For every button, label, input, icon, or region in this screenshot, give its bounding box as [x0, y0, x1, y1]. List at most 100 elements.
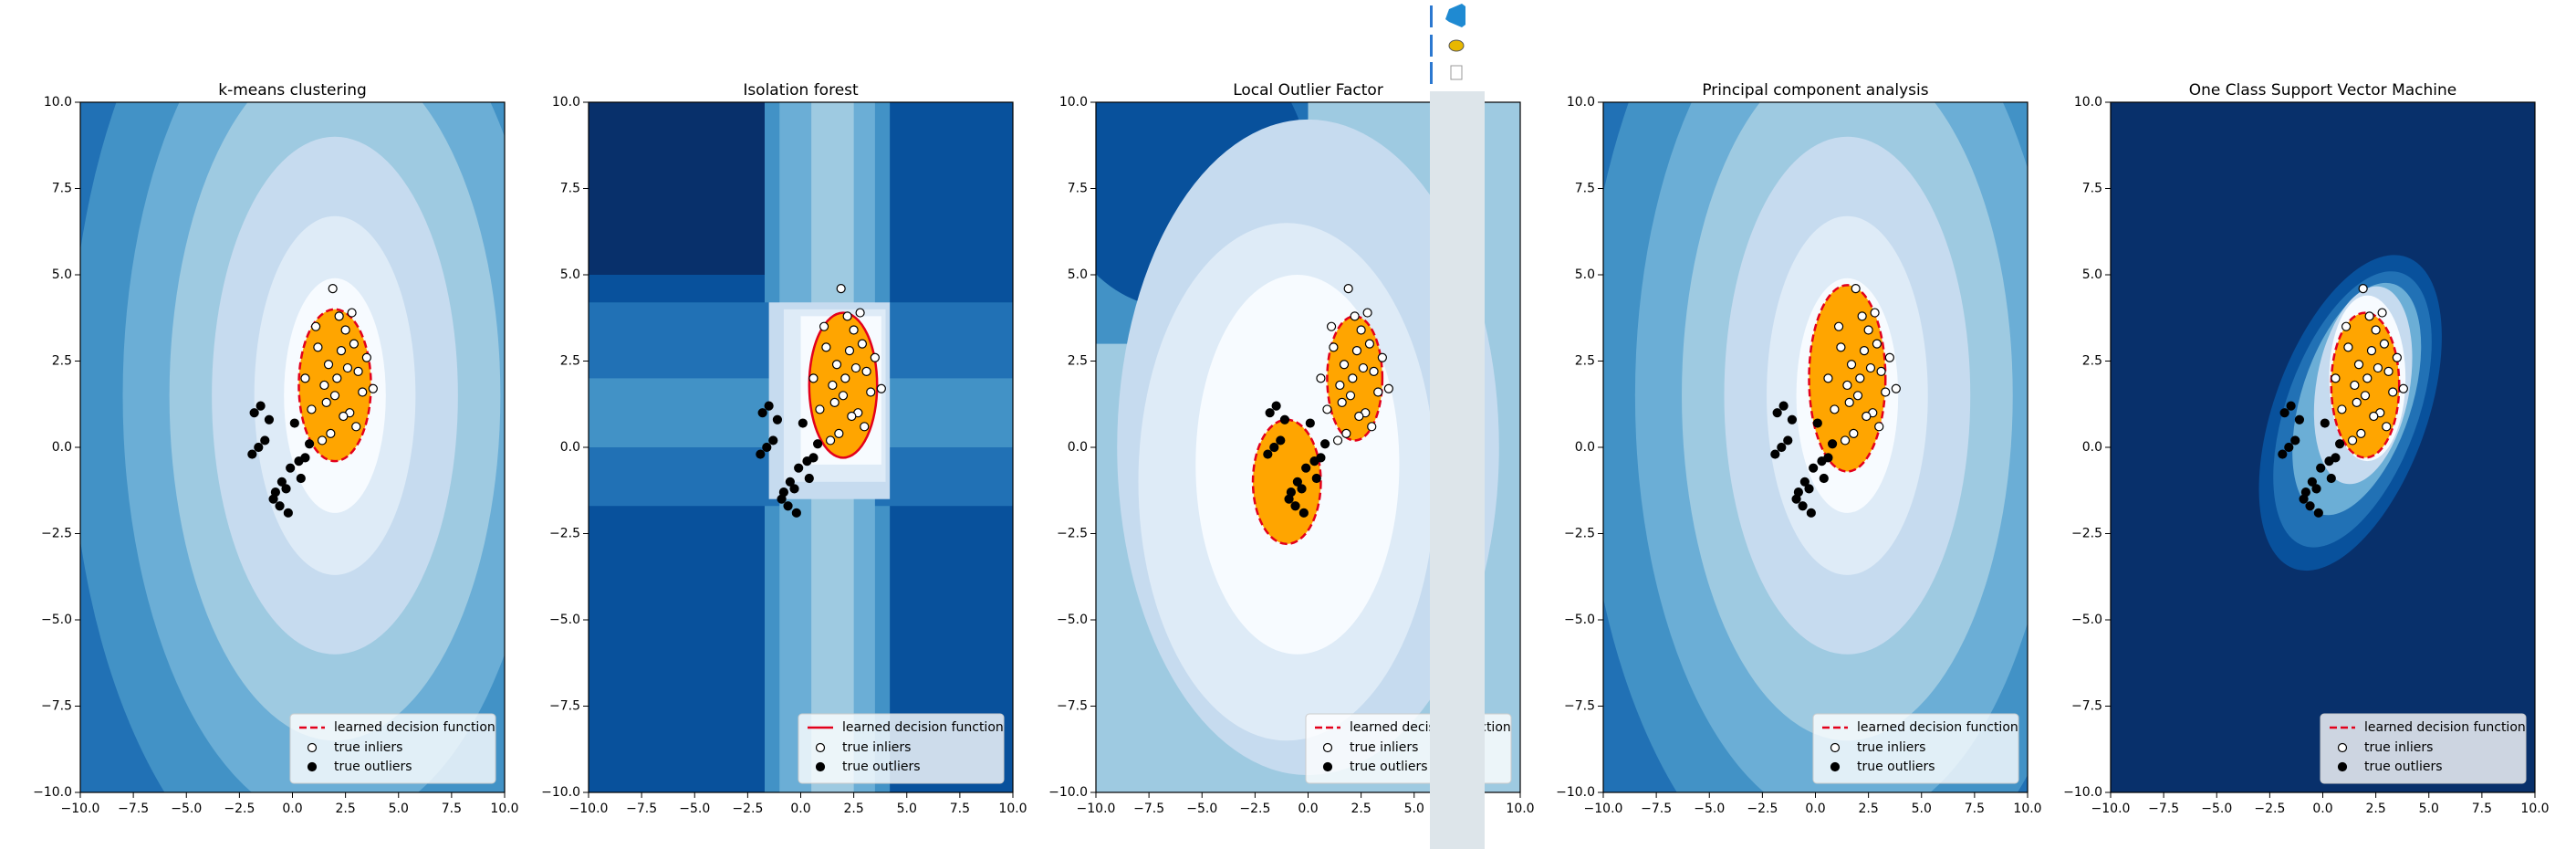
legend-marker: [2337, 742, 2348, 753]
side-taskbar: [1430, 0, 1485, 849]
x-tick-label: −5.0: [171, 802, 202, 816]
data-point: [349, 339, 360, 349]
data-point: [768, 435, 778, 445]
legend-label: true inliers: [2364, 740, 2433, 755]
data-point: [289, 418, 299, 428]
legend-marker: [1322, 761, 1333, 772]
x-tick-label: −2.5: [1239, 802, 1270, 816]
data-point: [1806, 508, 1816, 518]
legend-box: [2320, 713, 2527, 784]
y-tick-label: 10.0: [44, 95, 72, 110]
data-point: [1833, 321, 1844, 331]
data-point: [783, 501, 793, 511]
chart-title: Isolation forest: [743, 81, 859, 100]
data-point: [334, 311, 344, 321]
data-point: [1367, 422, 1377, 432]
y-tick-label: −5.0: [1564, 613, 1595, 627]
data-point: [2353, 360, 2364, 370]
decision-region: [2330, 311, 2401, 459]
data-point: [300, 373, 310, 383]
x-tick-label: −5.0: [1694, 802, 1725, 816]
legend-label: learned decision function: [334, 720, 495, 735]
legend-marker: [815, 761, 826, 772]
x-tick-label: −7.5: [1133, 802, 1164, 816]
y-tick-label: −2.5: [549, 527, 580, 541]
data-point: [2379, 339, 2390, 349]
data-point: [819, 321, 829, 331]
y-tick-label: 10.0: [1567, 95, 1595, 110]
taskbar-indicator: [1430, 35, 1433, 57]
data-point: [1345, 391, 1356, 401]
data-point: [1783, 435, 1793, 445]
x-tick-label: 2.5: [2365, 802, 2385, 816]
y-tick-label: 5.0: [2082, 267, 2102, 282]
data-point: [1356, 325, 1366, 335]
data-point: [276, 477, 287, 487]
chart-title: Principal component analysis: [1702, 81, 1928, 100]
legend-marker: [1322, 742, 1333, 753]
x-tick-label: 7.5: [1965, 802, 1985, 816]
data-point: [808, 453, 819, 463]
data-point: [1369, 366, 1379, 376]
y-tick-label: −7.5: [549, 699, 580, 714]
legend-marker: [1830, 761, 1841, 772]
data-point: [1341, 428, 1351, 438]
y-tick-label: 7.5: [1068, 182, 1088, 196]
data-point: [1823, 453, 1833, 463]
y-tick-label: 7.5: [1575, 182, 1595, 196]
data-point: [2369, 411, 2379, 422]
data-point: [1827, 439, 1838, 449]
x-tick-label: −10.0: [1584, 802, 1623, 816]
x-tick-label: 7.5: [2472, 802, 2492, 816]
y-tick-label: 7.5: [52, 182, 72, 196]
y-tick-label: −2.5: [41, 527, 72, 541]
data-point: [305, 439, 315, 449]
x-tick-label: −2.5: [732, 802, 763, 816]
data-point: [842, 311, 852, 321]
y-tick-label: 7.5: [560, 182, 580, 196]
x-tick-label: 10.0: [2013, 802, 2041, 816]
data-point: [1348, 373, 1358, 383]
data-point: [2352, 397, 2362, 407]
x-tick-label: 2.5: [1351, 802, 1371, 816]
data-point: [764, 401, 774, 411]
data-point: [1335, 380, 1345, 391]
legend: learned decision function true inliers tru…: [289, 713, 496, 784]
data-point: [1884, 352, 1894, 362]
data-point: [1271, 401, 1281, 411]
x-tick-label: 10.0: [2520, 802, 2549, 816]
data-point: [1787, 414, 1798, 424]
y-tick-label: 5.0: [1575, 267, 1595, 282]
data-point: [329, 391, 340, 401]
y-tick-label: −7.5: [2071, 699, 2102, 714]
app-icon: [1448, 39, 1465, 52]
x-tick-label: 0.0: [2312, 802, 2332, 816]
data-point: [1276, 435, 1286, 445]
x-tick-label: −2.5: [1747, 802, 1778, 816]
y-tick-label: −5.0: [41, 613, 72, 627]
y-tick-label: 2.5: [1068, 354, 1088, 369]
data-point: [1311, 473, 1321, 484]
data-point: [1777, 442, 1787, 453]
data-point: [850, 362, 861, 373]
x-tick-label: 10.0: [998, 802, 1027, 816]
x-tick-label: −7.5: [626, 802, 657, 816]
x-tick-label: −10.0: [2091, 802, 2131, 816]
data-point: [1351, 346, 1362, 356]
data-point: [1846, 360, 1857, 370]
data-point: [281, 484, 291, 494]
data-point: [1332, 435, 1343, 445]
data-point: [1872, 339, 1882, 349]
plot-background: [589, 102, 1013, 792]
data-point: [1836, 342, 1846, 352]
data-point: [300, 453, 310, 463]
taskbar-indicator: [1430, 5, 1433, 27]
x-tick-label: 0.0: [1298, 802, 1318, 816]
data-point: [808, 373, 819, 383]
y-tick-label: 10.0: [552, 95, 580, 110]
data-point: [1799, 477, 1809, 487]
data-point: [838, 391, 849, 401]
y-tick-label: −2.5: [1057, 527, 1088, 541]
data-point: [2316, 463, 2326, 473]
data-point: [1793, 487, 1804, 498]
